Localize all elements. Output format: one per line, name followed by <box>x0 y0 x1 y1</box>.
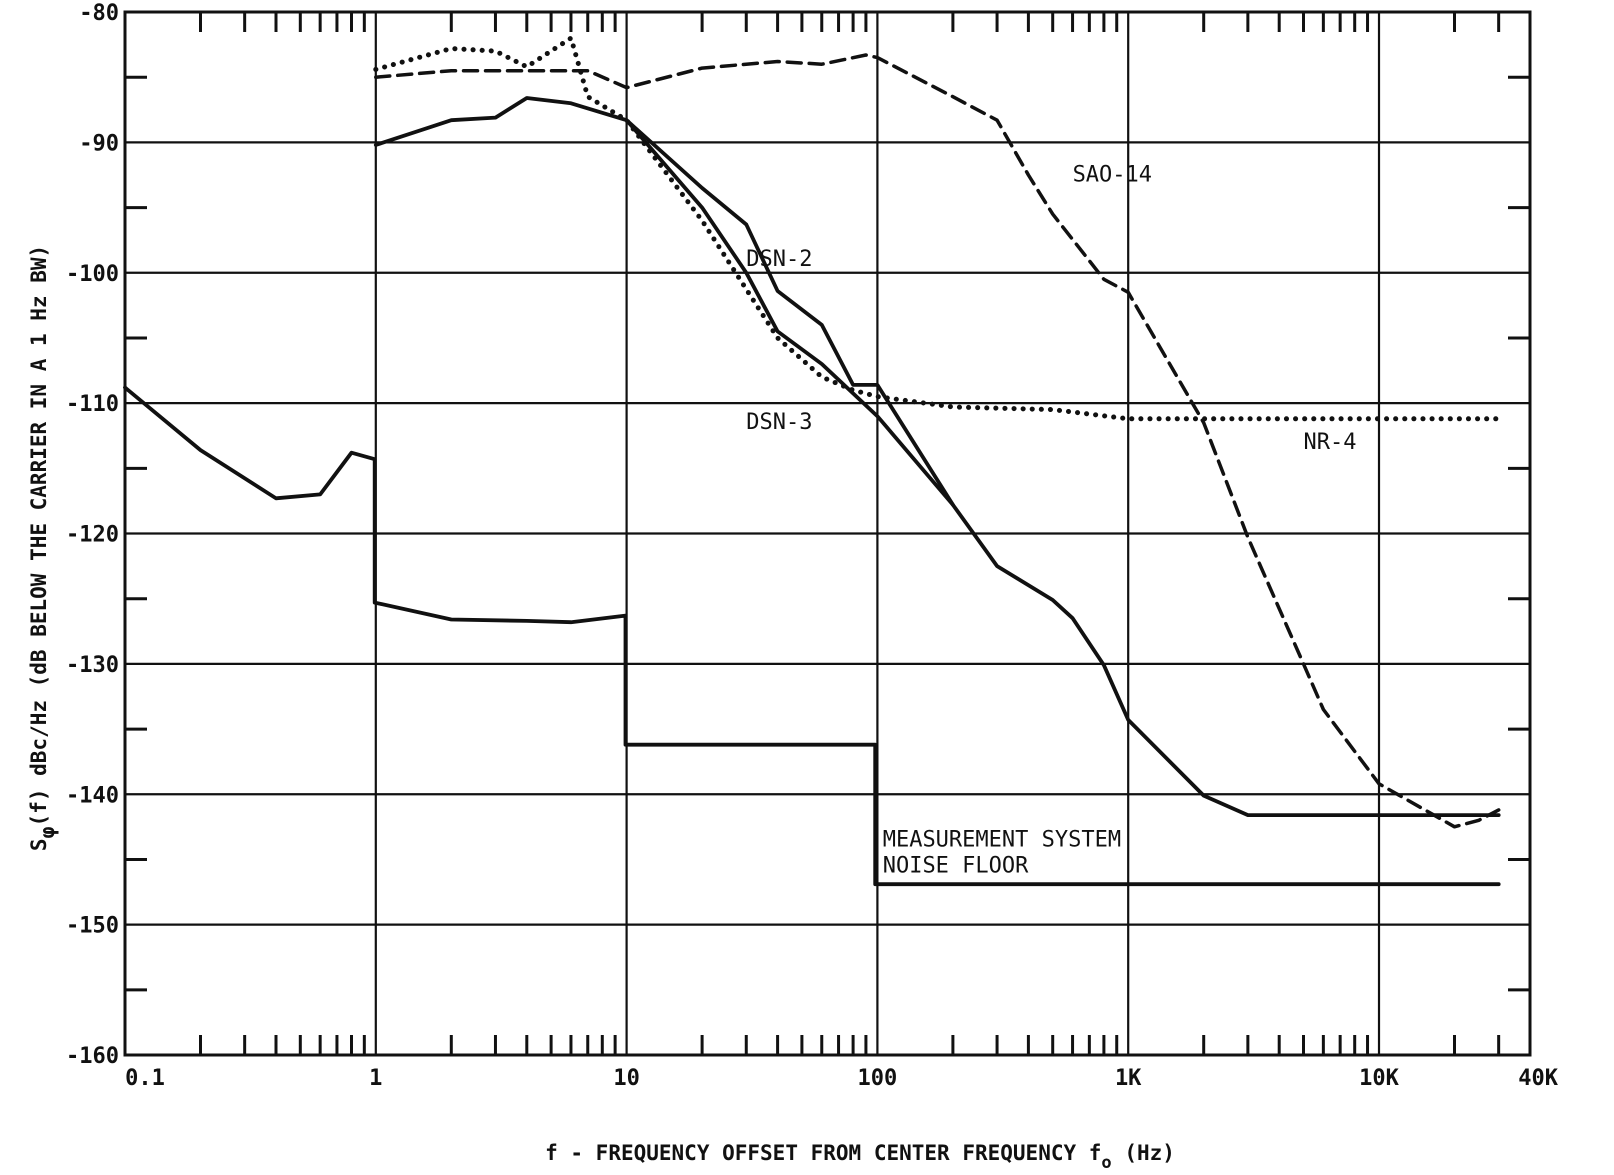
annotation-dsn-3: DSN-3 <box>746 410 812 435</box>
annotation-layer: DSN-2 DSN-3 SAO-14 NR-4 MEASUREMENT SYSTEMNO… <box>746 162 1356 878</box>
x-axis-title-main: f - FREQUENCY OFFSET FROM CENTER FREQUEN… <box>545 1141 1101 1165</box>
series-line-dsn-3 <box>624 118 955 507</box>
x-tick-label: 10K <box>1359 1066 1399 1091</box>
x-tick-label: 1K <box>1115 1066 1142 1091</box>
series-line-measurement-system-noise-floor <box>123 385 1501 887</box>
y-tick-label: -90 <box>79 131 119 156</box>
series-line-sao-14 <box>374 53 1501 829</box>
y-axis-title-main: S <box>27 838 51 851</box>
series-line-nr-4 <box>373 35 1502 422</box>
y-axis-title: Sφ(f) dBc/Hz (dB BELOW THE CARRIER IN A … <box>27 245 59 851</box>
x-tick-label: 0.1 <box>125 1066 165 1091</box>
x-axis-title-subscript: o <box>1101 1153 1111 1173</box>
y-tick-label: -150 <box>66 914 119 939</box>
y-axis-title-symbol: φ <box>35 826 59 838</box>
x-tick-label: 10 <box>613 1066 640 1091</box>
y-tick-label: -120 <box>66 523 119 548</box>
x-tick-label: 40K <box>1518 1066 1558 1091</box>
x-tick-label: 1 <box>369 1066 382 1091</box>
annotation-dsn-2: DSN-2 <box>746 247 812 272</box>
minor-tick-layer <box>125 12 1530 1055</box>
y-tick-label: -140 <box>66 783 119 808</box>
annotation-noise-floor: NOISE FLOOR <box>883 853 1029 878</box>
plot-frame <box>123 10 1532 1057</box>
x-axis-title-unit: (Hz) <box>1124 1141 1175 1165</box>
annotation-sao-14: SAO-14 <box>1073 162 1152 187</box>
y-tick-label: -80 <box>79 1 119 26</box>
y-tick-label: -130 <box>66 653 119 678</box>
y-tick-label: -160 <box>66 1044 119 1069</box>
y-tick-label: -110 <box>66 392 119 417</box>
annotation-measurement-system: MEASUREMENT SYSTEM <box>883 827 1121 852</box>
annotation-nr-4: NR-4 <box>1304 430 1357 455</box>
x-axis-title: f - FREQUENCY OFFSET FROM CENTER FREQUEN… <box>545 1141 1175 1173</box>
y-tick-label: -100 <box>66 262 119 287</box>
grid-layer <box>125 10 1530 1057</box>
series-line-dsn-2 <box>373 96 1501 817</box>
series-layer <box>123 35 1502 887</box>
x-tick-label: 100 <box>858 1066 898 1091</box>
y-axis-title-rest: (f) dBc/Hz (dB BELOW THE CARRIER IN A 1 … <box>27 245 51 827</box>
